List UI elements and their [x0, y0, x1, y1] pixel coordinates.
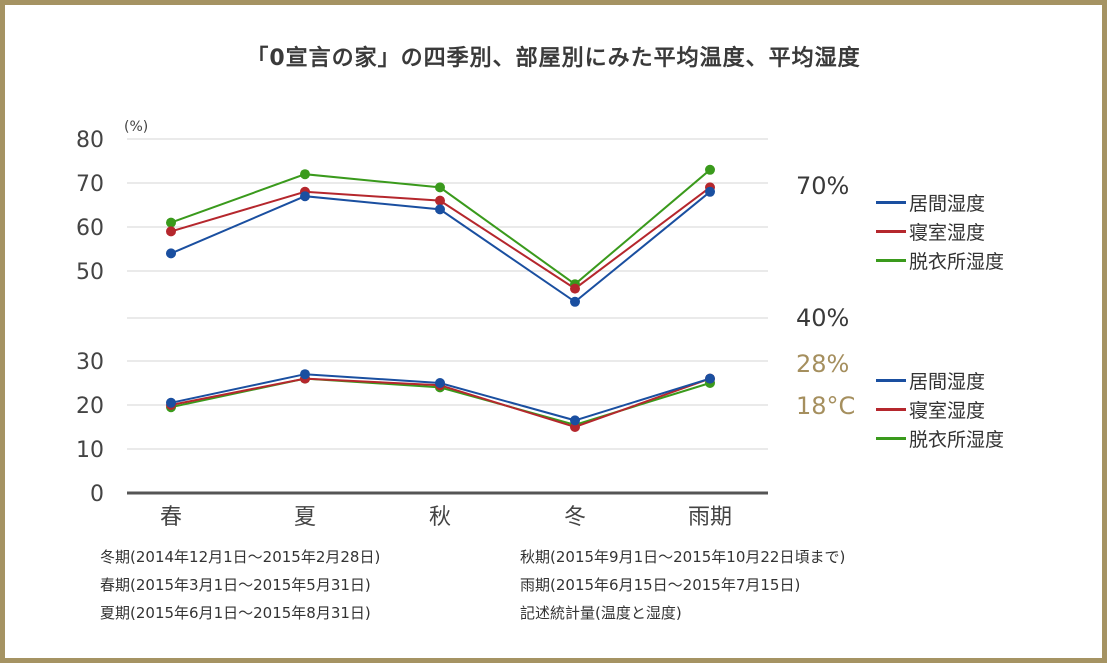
- legend-label: 寝室湿度: [909, 400, 986, 422]
- x-tick-label: 冬: [564, 505, 586, 530]
- legend-swatch: [876, 437, 906, 440]
- legend-label: 居間湿度: [909, 193, 986, 215]
- unit-label: (%): [124, 119, 148, 135]
- legend-swatch: [876, 408, 906, 411]
- ref-label-28: 28%: [796, 350, 850, 378]
- data-point-upper-1: [435, 195, 445, 206]
- y-tick-label: 80: [76, 128, 104, 153]
- ref-label-40: 40%: [796, 304, 850, 332]
- legend-swatch: [876, 201, 906, 204]
- data-point-upper-0: [166, 248, 176, 259]
- y-tick-label: 60: [76, 216, 104, 241]
- legend-item: 寝室湿度: [876, 395, 1004, 424]
- note-item: 記述統計量(温度と湿度): [520, 604, 682, 622]
- ref-label-70: 70%: [796, 172, 850, 200]
- legend-lower: 居間湿度 寝室湿度 脱衣所湿度: [876, 366, 1004, 453]
- data-point-upper-1: [570, 283, 580, 294]
- legend-item: 居間湿度: [876, 188, 1004, 217]
- note-item: 秋期(2015年9月1日～2015年10月22日頃まで): [520, 548, 846, 566]
- data-point-upper-0: [435, 204, 445, 215]
- data-point-upper-2: [435, 182, 445, 193]
- data-point-lower-0: [435, 378, 445, 388]
- chart-title: 「0宣言の家」の四季別、部屋別にみた平均温度、平均湿度: [246, 46, 861, 71]
- note-item: 春期(2015年3月1日～2015年5月31日): [100, 576, 371, 594]
- y-tick-label: 20: [76, 394, 104, 419]
- y-tick-label: 70: [76, 172, 104, 197]
- data-point-upper-0: [300, 191, 310, 202]
- x-tick-label: 秋: [429, 505, 451, 530]
- data-point-lower-0: [570, 415, 580, 426]
- data-point-upper-0: [705, 186, 715, 197]
- note-item: 夏期(2015年6月1日～2015年8月31日): [100, 604, 371, 622]
- data-point-upper-2: [300, 169, 310, 180]
- data-point-upper-1: [166, 226, 176, 237]
- legend-swatch: [876, 230, 906, 233]
- legend-label: 脱衣所湿度: [909, 429, 1005, 451]
- legend-item: 居間湿度: [876, 366, 1004, 395]
- note-item: 冬期(2014年12月1日～2015年2月28日): [100, 548, 381, 566]
- data-point-upper-0: [570, 296, 580, 307]
- x-tick-label: 夏: [294, 505, 316, 530]
- legend-swatch: [876, 259, 906, 262]
- y-tick-label: 50: [76, 260, 104, 285]
- data-point-upper-2: [705, 164, 715, 175]
- y-tick-label: 0: [90, 482, 104, 507]
- legend-swatch: [876, 379, 906, 382]
- legend-label: 居間湿度: [909, 371, 986, 393]
- data-point-upper-2: [166, 217, 176, 228]
- legend-upper: 居間湿度 寝室湿度 脱衣所湿度: [876, 188, 1004, 275]
- ref-label-18: 18°C: [796, 392, 856, 420]
- legend-item: 脱衣所湿度: [876, 246, 1004, 275]
- legend-item: 寝室湿度: [876, 217, 1004, 246]
- x-tick-label: 春: [160, 505, 182, 530]
- data-point-lower-0: [300, 369, 310, 380]
- legend-item: 脱衣所湿度: [876, 424, 1004, 453]
- y-tick-label: 30: [76, 350, 104, 375]
- data-point-lower-0: [166, 397, 176, 408]
- data-point-lower-0: [705, 373, 715, 384]
- period-notes: 冬期(2014年12月1日～2015年2月28日) 秋期(2015年9月1日～2…: [100, 543, 950, 627]
- legend-label: 脱衣所湿度: [909, 251, 1005, 273]
- x-tick-label: 雨期: [688, 505, 732, 530]
- y-tick-label: 10: [76, 438, 104, 463]
- note-item: 雨期(2015年6月15日～2015年7月15日): [520, 576, 801, 594]
- legend-label: 寝室湿度: [909, 222, 986, 244]
